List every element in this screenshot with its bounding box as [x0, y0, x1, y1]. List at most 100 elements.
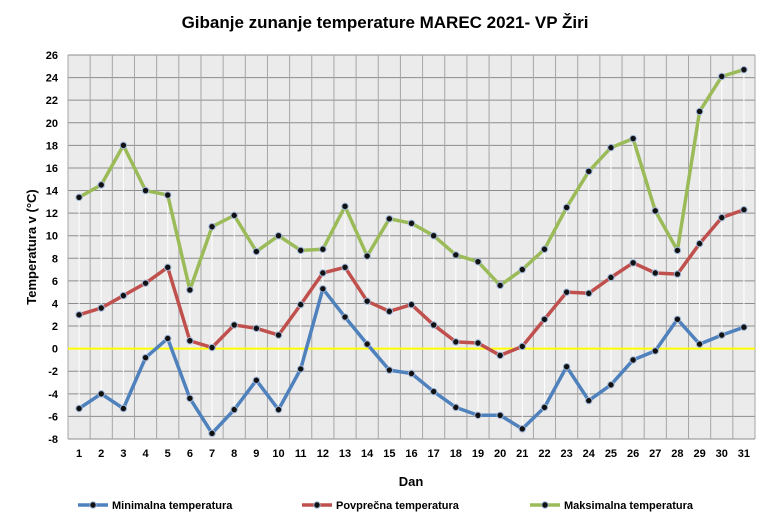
- x-tick-label: 3: [120, 448, 126, 460]
- data-point: [651, 347, 659, 355]
- x-tick-label: 6: [187, 448, 193, 460]
- data-point: [208, 343, 216, 352]
- data-point: [385, 215, 394, 223]
- y-tick-label: 12: [46, 208, 58, 220]
- legend-marker: [89, 501, 97, 509]
- data-point: [695, 340, 704, 348]
- data-point: [186, 286, 194, 294]
- data-point: [252, 376, 261, 384]
- y-axis-label: Temperatura v (°C): [24, 189, 39, 304]
- data-point: [629, 356, 637, 364]
- x-tick-label: 8: [231, 448, 237, 460]
- data-point: [673, 270, 682, 278]
- data-point: [119, 141, 128, 150]
- data-point: [474, 411, 482, 419]
- data-point: [651, 269, 659, 277]
- data-point: [97, 304, 105, 312]
- y-tick-label: 10: [46, 231, 58, 243]
- data-point: [718, 331, 726, 339]
- data-point: [119, 404, 128, 413]
- data-point: [186, 394, 194, 403]
- y-tick-label: 0: [52, 344, 58, 356]
- data-point: [252, 324, 261, 333]
- data-point: [363, 252, 371, 260]
- x-tick-label: 17: [428, 448, 440, 460]
- x-tick-label: 27: [649, 448, 661, 460]
- series-lines: [75, 65, 748, 438]
- data-point: [75, 404, 83, 413]
- y-tick-label: 22: [46, 95, 58, 107]
- chart-title: Gibanje zunanje temperature MAREC 2021- …: [182, 13, 589, 32]
- y-tick-label: 24: [46, 73, 59, 85]
- series-maksimalna: [75, 65, 748, 294]
- data-point: [718, 213, 726, 222]
- data-point: [562, 363, 571, 371]
- data-point: [585, 396, 593, 405]
- legend-label: Minimalna temperatura: [112, 500, 233, 512]
- data-point: [141, 353, 150, 362]
- legend-label: Povprečna temperatura: [336, 500, 460, 512]
- x-tick-label: 9: [253, 448, 259, 460]
- data-point: [319, 285, 327, 293]
- data-point: [540, 403, 549, 412]
- data-point: [341, 202, 349, 211]
- data-point: [208, 429, 216, 438]
- y-tick-label: -4: [48, 389, 59, 401]
- data-point: [186, 337, 194, 345]
- data-point: [164, 191, 172, 199]
- x-tick-label: 24: [583, 448, 596, 460]
- data-point: [164, 334, 172, 343]
- data-point: [230, 211, 238, 220]
- data-point: [629, 259, 637, 267]
- x-tick-label: 28: [671, 448, 683, 460]
- data-point: [385, 307, 394, 316]
- data-point: [385, 366, 394, 374]
- data-point: [452, 251, 460, 259]
- x-tick-label: 13: [339, 448, 351, 460]
- data-point: [518, 425, 527, 433]
- y-tick-label: 18: [46, 140, 58, 152]
- data-point: [274, 232, 283, 240]
- x-tick-label: 11: [295, 448, 307, 460]
- data-point: [97, 181, 105, 189]
- data-point: [540, 315, 549, 323]
- data-point: [518, 342, 527, 351]
- data-point: [164, 263, 172, 272]
- x-tick-label: 22: [538, 448, 550, 460]
- y-tick-label: -2: [48, 366, 58, 378]
- data-point: [230, 405, 238, 414]
- data-point: [496, 411, 504, 419]
- y-tick-label: 4: [52, 298, 59, 310]
- data-point: [585, 167, 593, 176]
- data-point: [496, 351, 504, 360]
- x-tick-label: 25: [605, 448, 617, 460]
- data-point: [740, 206, 748, 214]
- data-point: [341, 313, 349, 321]
- x-tick-label: 12: [317, 448, 329, 460]
- x-tick-label: 31: [738, 448, 750, 460]
- data-point: [452, 338, 460, 346]
- x-tick-label: 30: [716, 448, 728, 460]
- data-point: [740, 323, 748, 331]
- high-low-lines: [78, 69, 745, 434]
- data-point: [141, 279, 150, 287]
- data-point: [274, 331, 283, 339]
- y-tick-label: 16: [46, 163, 58, 175]
- data-point: [651, 207, 659, 215]
- x-axis-ticks: 1 2 3 4 5 6 7 8 9 10 11 12 13 14 15 16 17 18 19 20 21 22 23 24 2…: [76, 448, 750, 460]
- data-point: [296, 246, 305, 255]
- data-point: [540, 245, 549, 253]
- x-tick-label: 5: [165, 448, 171, 460]
- legend-marker: [313, 501, 321, 509]
- data-point: [407, 300, 416, 309]
- x-tick-label: 15: [383, 448, 395, 460]
- data-point: [607, 143, 615, 152]
- data-point: [585, 289, 593, 298]
- x-tick-label: 16: [405, 448, 417, 460]
- x-tick-label: 26: [627, 448, 639, 460]
- data-point: [429, 321, 438, 329]
- x-tick-label: 10: [272, 448, 284, 460]
- data-point: [319, 245, 327, 253]
- x-tick-label: 7: [209, 448, 215, 460]
- series-povprečna: [75, 206, 748, 360]
